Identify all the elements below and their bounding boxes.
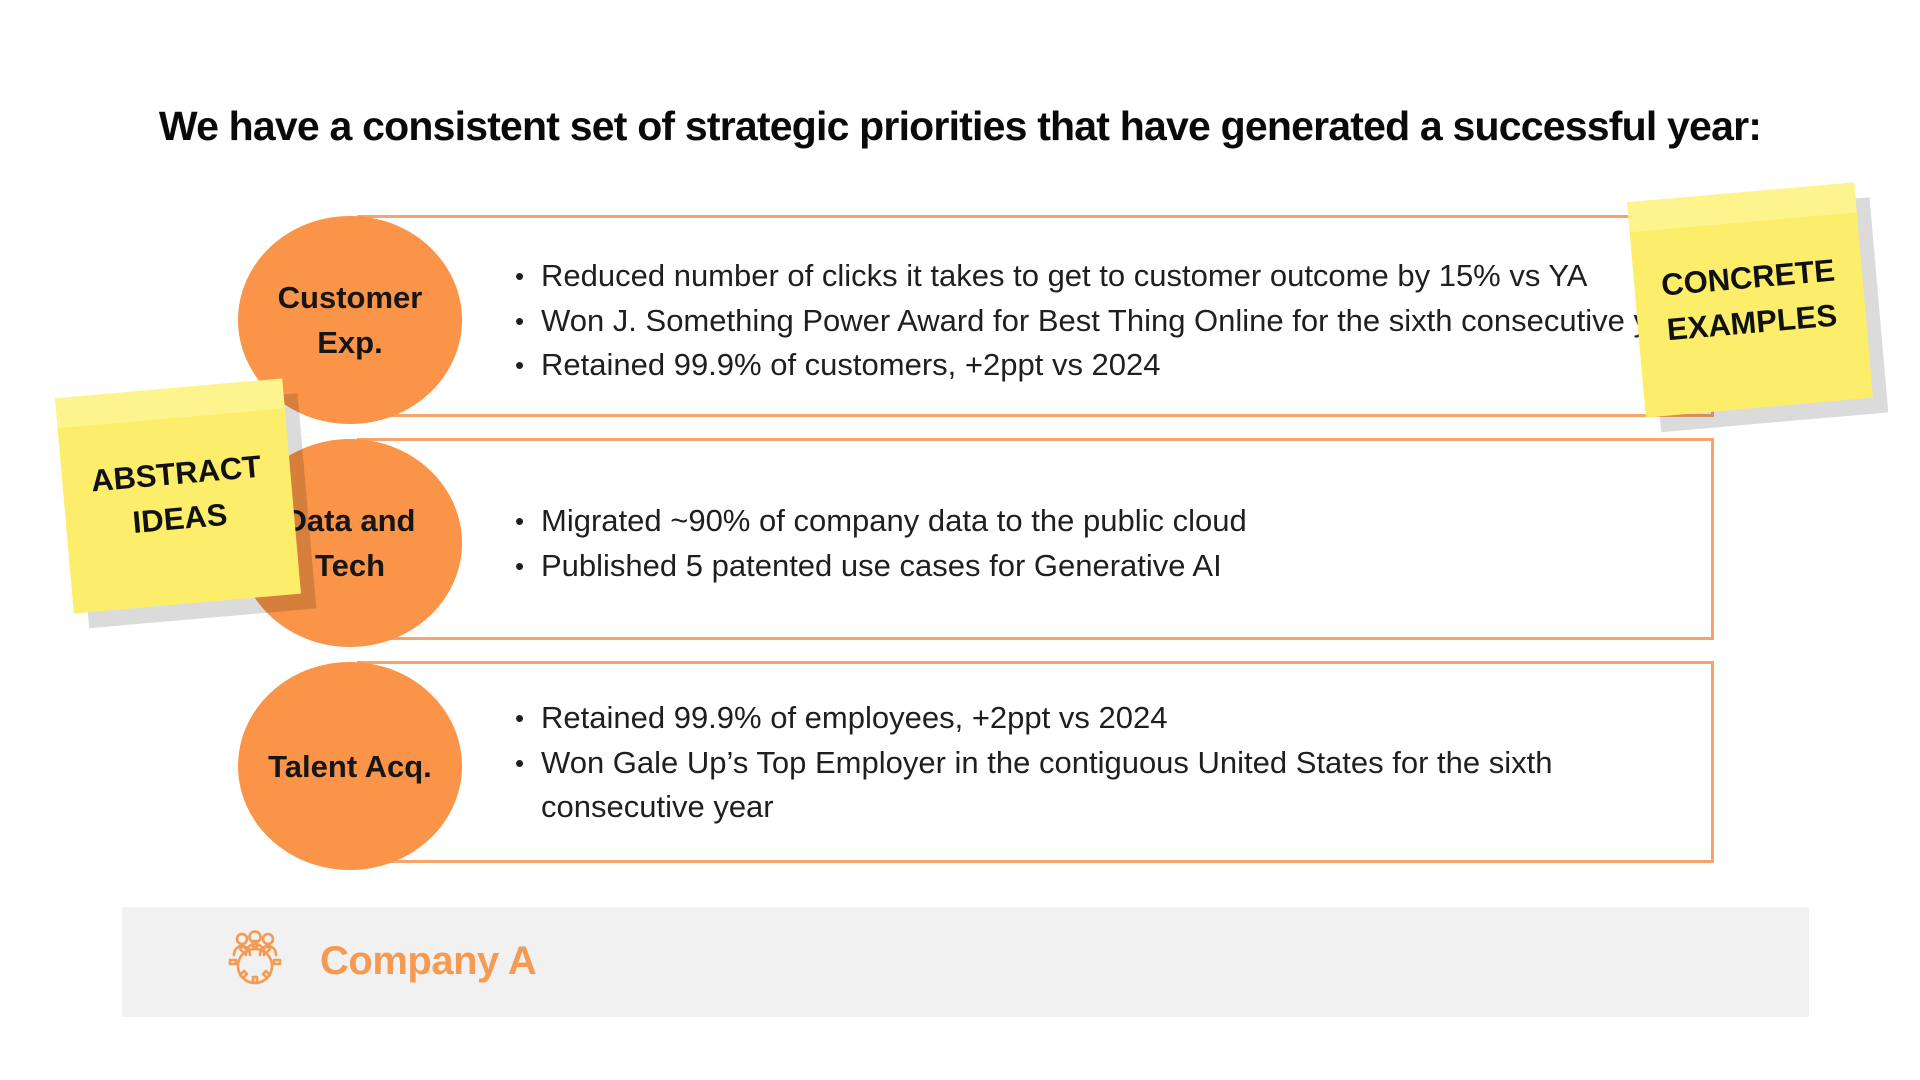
priority-label: Data and [284,503,416,538]
team-gear-icon [228,930,282,985]
bullet-item: Retained 99.9% of employees, +2ppt vs 20… [515,696,1581,741]
bullet-item: Retained 99.9% of customers, +2ppt vs 20… [515,343,1694,388]
priority-label: Talent Acq. [268,748,432,784]
sticky-note-abstract-ideas: ABSTRACT IDEAS [55,378,301,614]
priority-label: Exp. [317,325,383,360]
priority-box-talent-acq: Retained 99.9% of employees, +2ppt vs 20… [357,661,1714,863]
priority-label: Tech [314,548,386,583]
priority-box-data-tech: Migrated ~90% of company data to the pub… [357,438,1714,640]
bullet-item: Published 5 patented use cases for Gener… [515,544,1247,589]
bullet-item: Migrated ~90% of company data to the pub… [515,499,1247,544]
slide-title: We have a consistent set of strategic pr… [158,103,1762,149]
bullet-list: Migrated ~90% of company data to the pub… [515,499,1247,588]
bullet-list: Reduced number of clicks it takes to get… [515,254,1694,388]
sticky-note-text: EXAMPLES [1665,297,1839,348]
bullet-item: Won Gale Up’s Top Employer in the contig… [515,741,1581,830]
footer-bar: Company A [122,907,1809,1017]
priority-circle-data-tech: Data and Tech [238,439,462,647]
priority-box-customer-exp: Reduced number of clicks it takes to get… [357,215,1714,417]
priority-circle-talent-acq: Talent Acq. [238,662,462,870]
company-name: Company A [320,939,537,983]
priority-label: Customer [277,280,423,315]
sticky-note-concrete-examples: CONCRETE EXAMPLES [1627,182,1873,418]
bullet-item: Reduced number of clicks it takes to get… [515,254,1694,299]
bullet-item: Won J. Something Power Award for Best Th… [515,299,1694,344]
bullet-list: Retained 99.9% of employees, +2ppt vs 20… [515,696,1581,830]
